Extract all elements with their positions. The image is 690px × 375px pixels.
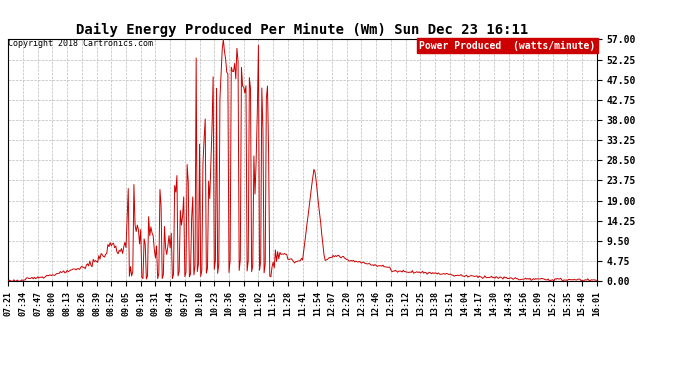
Text: Power Produced  (watts/minute): Power Produced (watts/minute): [420, 41, 595, 51]
Title: Daily Energy Produced Per Minute (Wm) Sun Dec 23 16:11: Daily Energy Produced Per Minute (Wm) Su…: [77, 22, 529, 37]
Text: Copyright 2018 Cartronics.com: Copyright 2018 Cartronics.com: [8, 39, 153, 48]
